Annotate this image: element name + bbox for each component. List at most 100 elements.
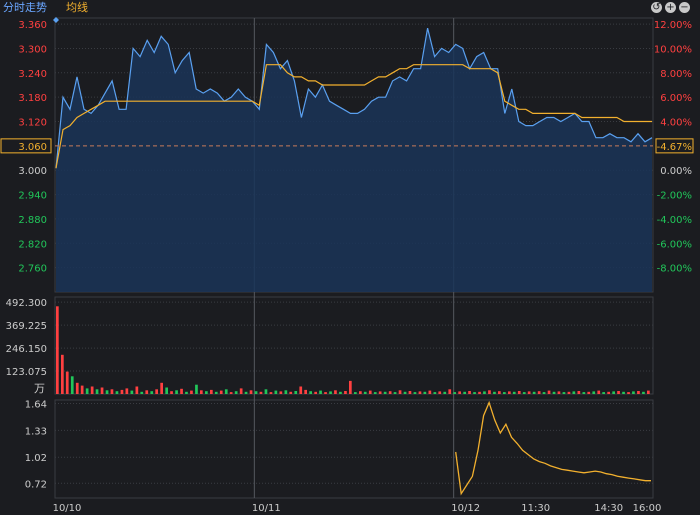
x-tick-label: 14:30 <box>594 503 623 514</box>
pct-tick-label: -8.00% <box>657 264 692 275</box>
price-area <box>56 28 652 292</box>
volume-bar <box>552 391 556 394</box>
volume-bar <box>607 391 610 394</box>
volume-bar <box>165 387 168 394</box>
volume-bar <box>254 391 258 394</box>
volume-bar <box>125 388 129 394</box>
price-tick-label: 3.360 <box>18 20 47 31</box>
volume-bar <box>274 390 278 394</box>
volume-bar <box>185 391 188 394</box>
volume-bar <box>324 392 327 394</box>
volume-bar <box>433 392 437 394</box>
pct-tick-label: 12.00% <box>654 20 692 31</box>
volume-bar <box>175 390 178 394</box>
volume-bar <box>90 386 94 394</box>
volume-bar <box>155 389 158 394</box>
volume-bar <box>542 392 546 394</box>
volume-bar <box>205 391 208 394</box>
volume-bar <box>170 391 173 394</box>
volume-bar <box>304 389 307 394</box>
volume-bar <box>532 391 536 394</box>
volume-bar <box>503 392 506 394</box>
volume-bar <box>508 391 511 394</box>
volume-bar <box>140 391 144 394</box>
volume-bar <box>517 391 521 394</box>
volume-bar <box>105 390 109 394</box>
price-tick-label: 3.240 <box>18 69 47 80</box>
volume-bar <box>582 392 586 394</box>
x-tick-label: 10/11 <box>252 503 281 514</box>
volume-bar <box>319 390 322 394</box>
indicator-line <box>455 400 651 496</box>
chart-title[interactable]: 分时走势 <box>3 1 47 14</box>
pct-tick-label: 8.00% <box>660 69 692 80</box>
cursor-price-label: 3.060 <box>18 142 47 153</box>
volume-tick-label: 369.225 <box>6 321 47 332</box>
volume-bar <box>224 389 228 394</box>
volume-bar <box>448 389 452 394</box>
volume-bar <box>269 392 273 394</box>
volume-bar <box>363 391 367 394</box>
volume-bar <box>80 385 84 394</box>
volume-bar <box>403 391 407 394</box>
volume-bar <box>289 391 293 394</box>
cursor-pct-label: -4.67% <box>657 142 692 153</box>
price-tick-label: 2.820 <box>18 239 47 250</box>
x-tick-label: 10/12 <box>451 503 480 514</box>
volume-bar <box>627 392 630 394</box>
volume-bar <box>239 388 243 394</box>
volume-bar <box>572 391 576 394</box>
volume-bar <box>438 391 442 394</box>
volume-bar <box>244 391 248 394</box>
pct-tick-label: -2.00% <box>657 191 692 202</box>
price-tick-label: 2.880 <box>18 215 47 226</box>
volume-bar <box>632 391 635 394</box>
volume-bar <box>493 391 496 394</box>
volume-bar <box>488 390 491 394</box>
zoom-in-icon[interactable]: + <box>665 2 676 13</box>
volume-bar <box>249 390 253 394</box>
volume-bar <box>577 391 581 394</box>
volume-bar <box>354 392 357 394</box>
volume-bar <box>264 389 268 394</box>
volume-bar <box>527 391 531 394</box>
volume-bar <box>135 386 139 394</box>
volume-bar <box>145 390 149 394</box>
volume-bar <box>453 392 456 394</box>
zoom-out-icon[interactable]: − <box>679 2 690 13</box>
volume-bar <box>70 376 74 394</box>
x-tick-label: 11:30 <box>521 503 550 514</box>
reset-icon[interactable]: ↺ <box>651 2 662 13</box>
volume-bar <box>329 391 332 394</box>
pct-tick-label: -6.00% <box>657 239 692 250</box>
volume-bar <box>642 391 645 394</box>
volume-tick-label: 246.150 <box>6 344 47 355</box>
volume-bar <box>637 391 640 394</box>
volume-bar <box>428 390 432 394</box>
volume-bar <box>498 391 501 394</box>
volume-bar <box>65 371 69 394</box>
volume-bar <box>393 392 397 394</box>
volume-bar <box>85 388 89 394</box>
volume-bar <box>647 390 650 394</box>
price-tick-label: 2.940 <box>18 191 47 202</box>
volume-bar <box>309 391 312 394</box>
price-tick-label: 3.120 <box>18 118 47 129</box>
volume-bar <box>110 389 114 394</box>
volume-bar <box>115 391 119 394</box>
volume-bar <box>418 391 422 394</box>
volume-bar <box>190 390 193 394</box>
volume-bar <box>214 391 218 394</box>
volume-bar <box>234 391 238 394</box>
volume-bar <box>219 390 223 394</box>
volume-bar <box>120 389 124 394</box>
volume-tick-label: 492.300 <box>6 298 47 309</box>
volume-bar <box>180 388 183 394</box>
volume-bar <box>359 391 362 394</box>
volume-bar <box>210 389 213 394</box>
cursor-pct-box <box>655 138 694 154</box>
volume-bar <box>195 384 198 394</box>
x-tick-label: 10/10 <box>53 503 82 514</box>
volume-bar <box>388 391 392 394</box>
